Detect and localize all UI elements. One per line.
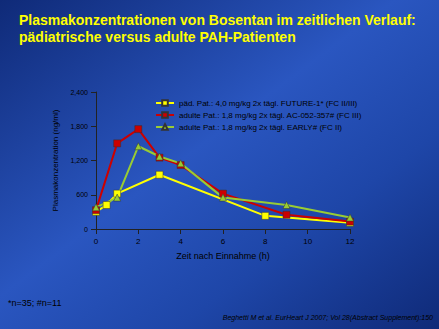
- svg-text:Zeit nach Einnahme (h): Zeit nach Einnahme (h): [176, 251, 270, 261]
- svg-text:8: 8: [263, 237, 268, 246]
- svg-text:Plasmakonzentrationen von Bose: Plasmakonzentrationen von Bosentan im ze…: [19, 12, 420, 28]
- svg-text:pädiatrische versus adulte PAH: pädiatrische versus adulte PAH-Patienten: [19, 29, 296, 45]
- svg-text:10: 10: [303, 237, 312, 246]
- svg-text:12: 12: [346, 237, 355, 246]
- svg-text:Plasmakonzentration (ng/ml): Plasmakonzentration (ng/ml): [51, 109, 60, 211]
- svg-text:0: 0: [84, 226, 88, 233]
- svg-text:adulte Pat.: 1,8 mg/kg 2x tägl: adulte Pat.: 1,8 mg/kg 2x tägl. AC-052-3…: [179, 111, 362, 120]
- svg-text:2,400: 2,400: [70, 89, 88, 96]
- svg-text:0: 0: [94, 237, 99, 246]
- svg-text:adulte Pat.: 1,8 mg/kg 2x tägl: adulte Pat.: 1,8 mg/kg 2x tägl. EARLY# (…: [179, 123, 342, 132]
- svg-text:600: 600: [76, 191, 88, 198]
- svg-text:1,200: 1,200: [70, 157, 88, 164]
- svg-text:1,800: 1,800: [70, 123, 88, 130]
- svg-text:*n=35; #n=11: *n=35; #n=11: [8, 298, 61, 308]
- svg-text:6: 6: [221, 237, 226, 246]
- svg-text:päd. Pat.: 4,0 mg/kg 2x tägl.: päd. Pat.: 4,0 mg/kg 2x tägl. FUTURE-1* …: [179, 99, 358, 108]
- svg-text:4: 4: [178, 237, 183, 246]
- svg-text:Beghetti M et al. EurHeart J 2: Beghetti M et al. EurHeart J 2007; Vol 2…: [223, 314, 433, 322]
- svg-text:2: 2: [136, 237, 141, 246]
